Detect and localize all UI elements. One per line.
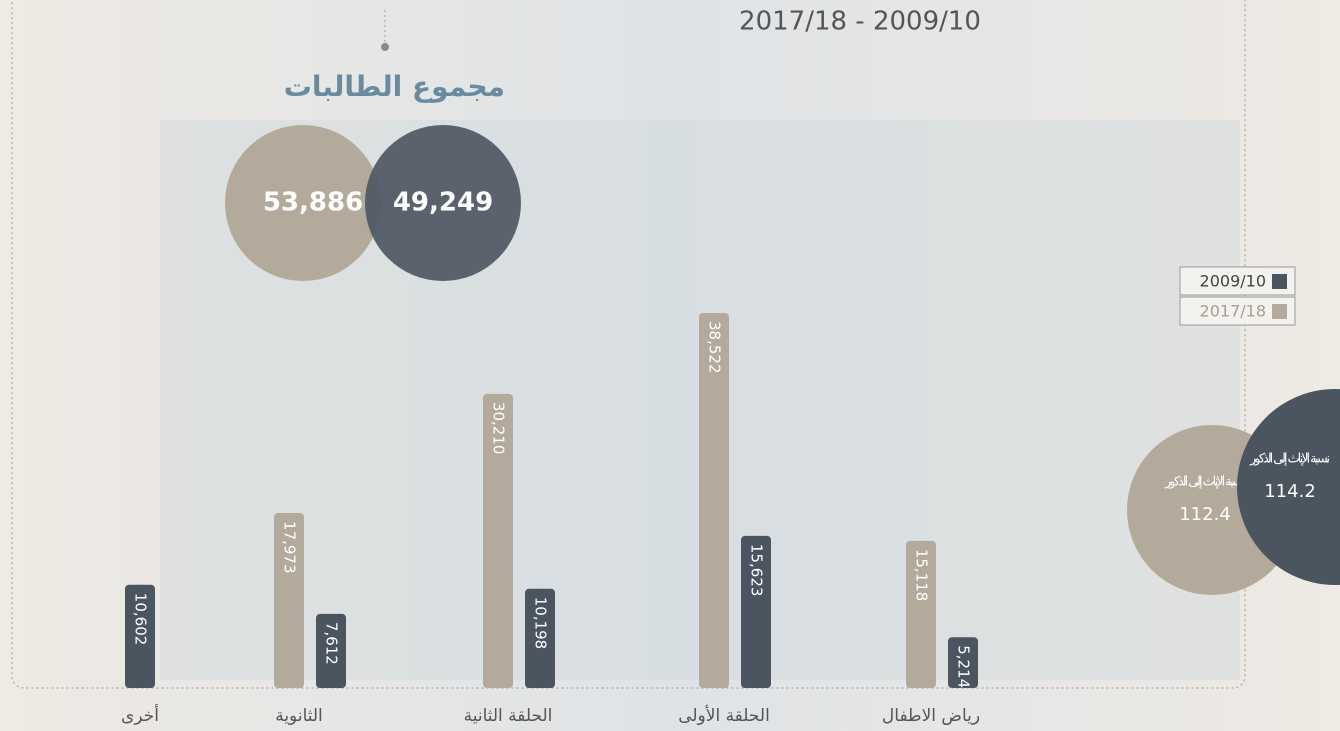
ratio-value: 112.4 bbox=[1179, 504, 1231, 525]
bar bbox=[125, 584, 155, 688]
legend-label: 2017/18 bbox=[1200, 302, 1266, 321]
bar-value-label: 5,214 bbox=[955, 645, 973, 688]
total-circle bbox=[225, 125, 381, 281]
bar-value-label: 17,973 bbox=[281, 521, 299, 574]
legend-swatch bbox=[1272, 304, 1287, 319]
bar bbox=[699, 313, 729, 688]
bar bbox=[948, 637, 978, 688]
ratio-title: نسبة الإناث إلى الذكور bbox=[1164, 475, 1245, 490]
bar-value-label: 7,612 bbox=[323, 622, 341, 665]
x-tick-label: رياض الاطفال bbox=[882, 706, 980, 726]
bar-value-label: 10,602 bbox=[132, 593, 150, 646]
legend-swatch bbox=[1272, 274, 1287, 289]
bar-value-label: 30,210 bbox=[490, 402, 508, 455]
x-tick-label: الحلقة الثانية bbox=[464, 706, 553, 726]
totals-title: مجموع الطالبات bbox=[284, 70, 505, 103]
total-circle bbox=[365, 125, 521, 281]
x-tick-label: الثانوية bbox=[275, 706, 323, 726]
bar bbox=[274, 513, 304, 688]
bar-value-label: 38,522 bbox=[706, 321, 724, 374]
connector-dot bbox=[381, 43, 389, 51]
bar bbox=[906, 540, 936, 688]
bar bbox=[741, 535, 771, 688]
ratio-title: نسبة الإناث إلى الذكور bbox=[1249, 452, 1330, 467]
ratio-circle bbox=[1237, 389, 1340, 585]
bar bbox=[525, 588, 555, 688]
bar-value-label: 10,198 bbox=[532, 597, 550, 650]
ratio-value: 114.2 bbox=[1264, 481, 1316, 502]
bar-value-label: 15,623 bbox=[748, 544, 766, 597]
total-label: 49,249 bbox=[393, 188, 493, 218]
bar bbox=[483, 393, 513, 688]
subtitle: 2017/18 - 2009/10 bbox=[739, 7, 981, 37]
total-label: 53,886 bbox=[263, 188, 363, 218]
x-tick-label: الحلقة الأولى bbox=[678, 705, 770, 726]
bar-value-label: 15,118 bbox=[913, 549, 931, 602]
x-tick-label: أخرى bbox=[121, 704, 159, 726]
legend-label: 2009/10 bbox=[1200, 272, 1266, 291]
bar bbox=[316, 613, 346, 688]
frame bbox=[11, 0, 1246, 689]
